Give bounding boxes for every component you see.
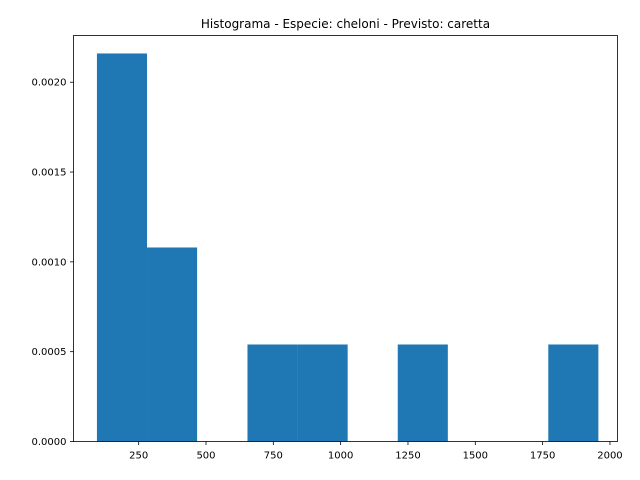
y-tick-label: 0.0000: [32, 437, 67, 448]
x-tick-label: 1250: [395, 451, 420, 462]
x-tick-label: 500: [196, 451, 215, 462]
x-tick-label: 1000: [328, 451, 353, 462]
histogram-bar-1: [147, 247, 198, 442]
y-tick-label: 0.0020: [32, 78, 67, 89]
plot-frame: [73, 35, 618, 442]
histogram-bar-9: [548, 344, 599, 442]
histogram-bar-6: [397, 344, 448, 442]
y-tick-label: 0.0005: [32, 347, 67, 358]
x-tick-label: 2000: [597, 451, 622, 462]
x-tick-label: 1500: [463, 451, 488, 462]
bars-group: [96, 53, 599, 442]
y-axis: 0.0000 0.0005 0.0010 0.0015 0.0020: [32, 78, 74, 448]
chart-title: Histograma - Especie: cheloni - Previsto…: [201, 17, 490, 31]
y-tick-label: 0.0015: [32, 168, 67, 179]
x-axis: 250 500 750 1000 1250 1500 1750 2000: [129, 441, 623, 462]
histogram-bar-4: [297, 344, 348, 442]
x-tick-label: 1750: [530, 451, 555, 462]
histogram-bar-3: [247, 344, 298, 442]
y-tick-label: 0.0010: [32, 257, 67, 268]
x-tick-label: 750: [264, 451, 283, 462]
histogram-bar-0: [96, 53, 148, 442]
x-tick-label: 250: [129, 451, 148, 462]
